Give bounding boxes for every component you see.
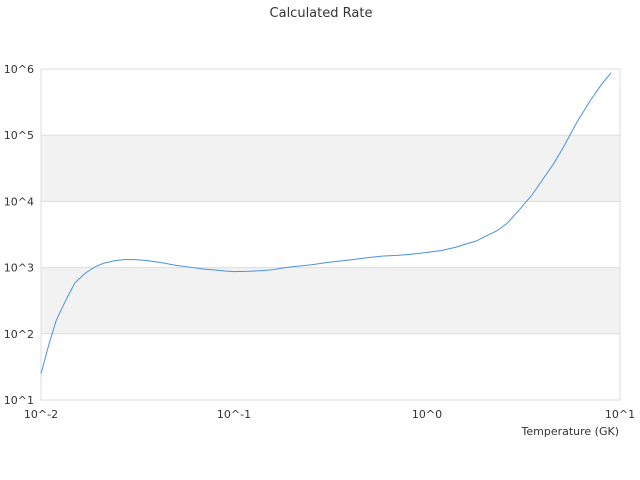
y-tick-label: 10^4 [4, 195, 34, 208]
plot-band [41, 135, 620, 202]
x-axis-label: Temperature (GK) [521, 425, 620, 438]
gridlines [40, 68, 621, 401]
x-tick-labels: 10^-2 10^-1 10^0 10^1 [24, 408, 635, 421]
series-line [40, 72, 612, 374]
plot-band [41, 267, 620, 334]
x-tick-label: 10^-2 [24, 408, 58, 421]
y-tick-label: 10^5 [4, 129, 34, 142]
plot-bands [41, 135, 620, 334]
y-tick-label: 10^1 [4, 394, 34, 407]
chart-title: Calculated Rate [270, 6, 373, 21]
y-tick-label: 10^2 [4, 328, 34, 341]
x-tick-label: 10^-1 [217, 408, 251, 421]
y-tick-label: 10^6 [4, 63, 34, 76]
x-tick-label: 10^0 [412, 408, 442, 421]
y-tick-label: 10^3 [4, 262, 34, 275]
series-group [40, 72, 612, 374]
x-tick-label: 10^1 [605, 408, 635, 421]
y-tick-labels: 10^1 10^2 10^3 10^4 10^5 10^6 [4, 63, 34, 407]
